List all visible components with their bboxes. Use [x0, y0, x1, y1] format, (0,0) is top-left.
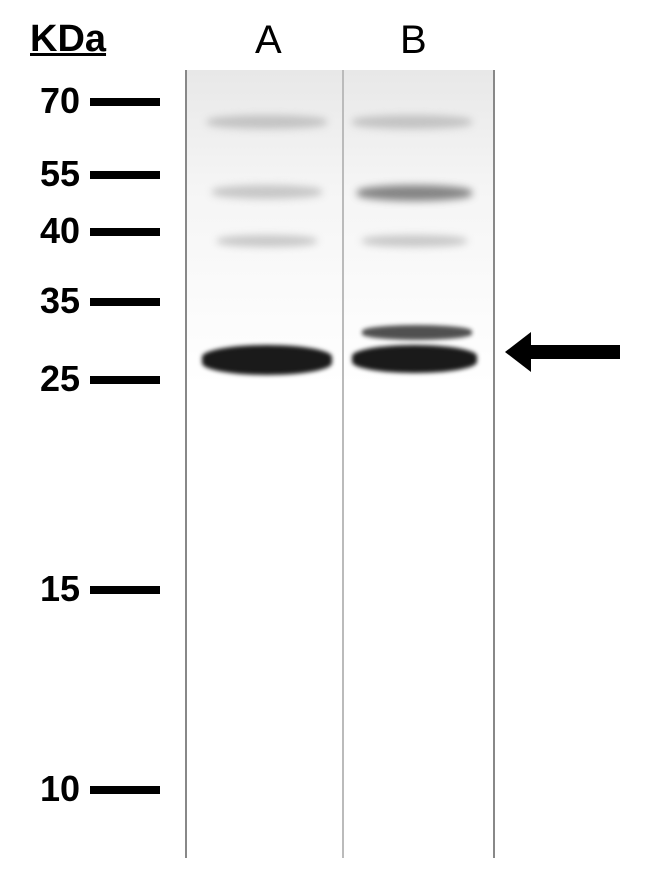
- protein-band: [212, 185, 322, 199]
- mw-marker-label: 15: [20, 568, 80, 610]
- protein-band: [217, 235, 317, 247]
- protein-band: [352, 345, 477, 373]
- lane-divider: [342, 70, 344, 858]
- mw-marker-label: 10: [20, 768, 80, 810]
- lane-label: B: [400, 18, 427, 63]
- mw-marker-label: 55: [20, 153, 80, 195]
- protein-band: [362, 325, 472, 340]
- mw-marker-tick: [90, 98, 160, 106]
- protein-band: [202, 345, 332, 375]
- mw-marker-label: 35: [20, 280, 80, 322]
- protein-band: [357, 185, 472, 201]
- lane-label: A: [255, 18, 282, 63]
- mw-marker-tick: [90, 376, 160, 384]
- arrow-head-icon: [505, 332, 531, 372]
- protein-band: [207, 115, 327, 129]
- mw-marker-tick: [90, 786, 160, 794]
- western-blot-image: [185, 70, 495, 858]
- mw-marker-tick: [90, 228, 160, 236]
- protein-band: [352, 115, 472, 129]
- arrow-shaft: [531, 345, 620, 359]
- protein-band: [362, 235, 467, 247]
- mw-marker-label: 70: [20, 80, 80, 122]
- mw-marker-tick: [90, 586, 160, 594]
- mw-marker-tick: [90, 298, 160, 306]
- mw-marker-label: 40: [20, 210, 80, 252]
- axis-unit-label: KDa: [30, 18, 106, 61]
- mw-marker-label: 25: [20, 358, 80, 400]
- mw-marker-tick: [90, 171, 160, 179]
